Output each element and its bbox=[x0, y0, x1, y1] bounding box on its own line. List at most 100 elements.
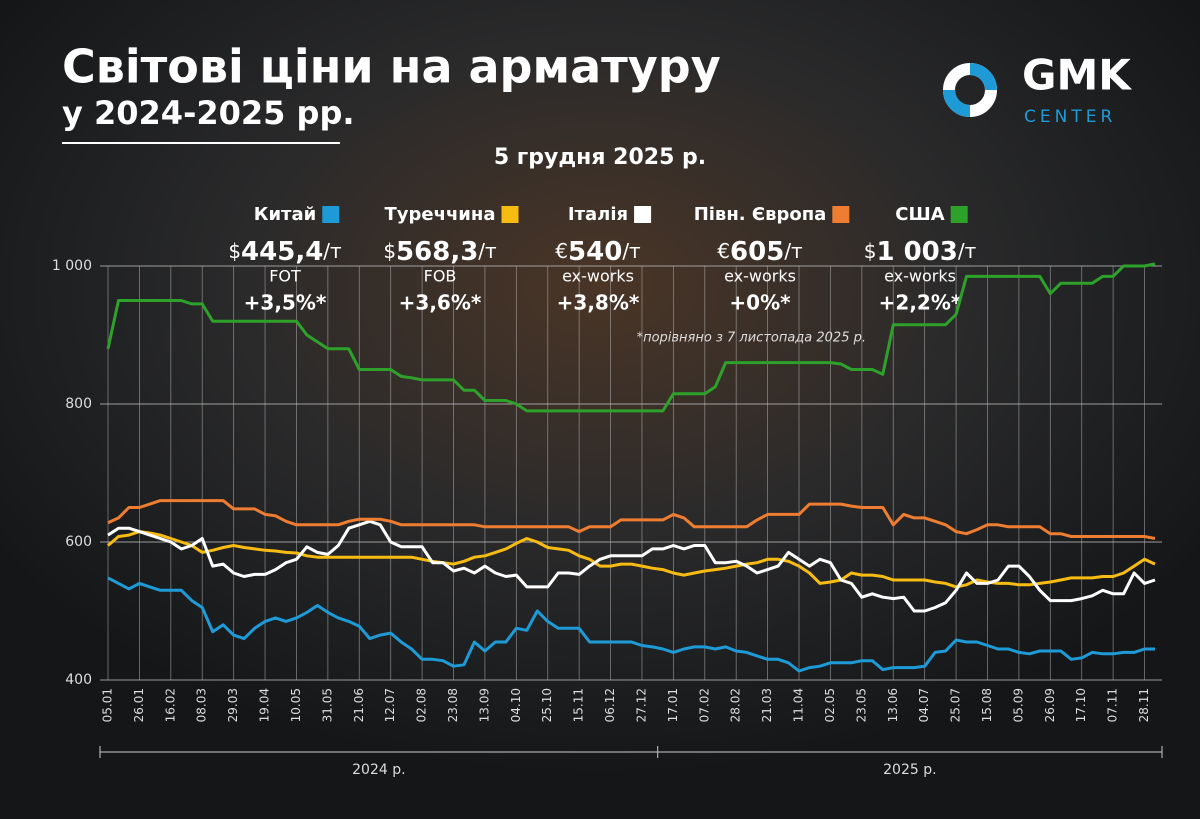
price-basis: FOT bbox=[269, 267, 301, 286]
x-tick-label: 15.08 bbox=[980, 688, 994, 722]
x-tick-label: 10.05 bbox=[289, 688, 303, 722]
price: €540/т bbox=[555, 237, 641, 267]
x-tick-label: 07.11 bbox=[1106, 688, 1120, 722]
price: €605/т bbox=[717, 237, 803, 267]
logo-arc bbox=[969, 63, 997, 91]
price-currency: € bbox=[717, 239, 730, 263]
x-tick-label: 15.11 bbox=[572, 688, 586, 722]
x-tick-label: 19.04 bbox=[258, 688, 272, 722]
price-change: +3,6%* bbox=[399, 291, 482, 315]
x-tick-label: 21.06 bbox=[352, 688, 366, 722]
legend-item: Півн. Європа€605/тex-works+0%* bbox=[694, 204, 850, 315]
price-unit: /т bbox=[622, 239, 641, 263]
footnote: *порівняно з 7 листопада 2025 р. bbox=[637, 331, 866, 346]
legend-swatch bbox=[322, 206, 340, 223]
price-currency: $ bbox=[383, 239, 396, 263]
x-tick-label: 23.08 bbox=[446, 688, 460, 722]
price-unit: /т bbox=[323, 239, 342, 263]
legend-label: Китай bbox=[254, 204, 317, 225]
price-basis: ex-works bbox=[562, 267, 634, 286]
x-tick-label: 05.01 bbox=[101, 688, 115, 722]
price-amount: 540 bbox=[568, 237, 622, 267]
price-change: +0%* bbox=[729, 291, 791, 315]
price-unit: /т bbox=[784, 239, 803, 263]
x-tick-label: 16.02 bbox=[163, 688, 177, 722]
price-unit: /т bbox=[478, 239, 497, 263]
x-tick-label: 07.02 bbox=[697, 688, 711, 722]
x-tick-label: 25.10 bbox=[540, 688, 554, 722]
price-currency: $ bbox=[228, 239, 241, 263]
legend-swatch bbox=[950, 206, 968, 223]
legend-item: Італія€540/тex-works+3,8%* bbox=[555, 204, 652, 315]
x-tick-label: 13.06 bbox=[886, 688, 900, 722]
price-currency: $ bbox=[864, 239, 877, 263]
series-line bbox=[107, 499, 1156, 540]
price: $568,3/т bbox=[383, 237, 497, 267]
x-tick-label: 29.03 bbox=[226, 688, 240, 722]
price-amount: 605 bbox=[730, 237, 784, 267]
group-label: 2024 р. bbox=[352, 762, 405, 778]
legend-label: США bbox=[895, 204, 944, 225]
y-tick-label: 400 bbox=[65, 672, 92, 688]
x-tick-label: 25.07 bbox=[949, 688, 963, 722]
series-line bbox=[107, 576, 1155, 673]
x-tick-label: 05.09 bbox=[1011, 688, 1025, 722]
price-change: +3,5%* bbox=[244, 291, 327, 315]
x-tick-label: 26.01 bbox=[132, 688, 146, 722]
price-amount: 1 003 bbox=[876, 237, 957, 267]
logo-arc bbox=[943, 89, 971, 117]
x-tick-label: 28.02 bbox=[729, 688, 743, 722]
price-basis: ex-works bbox=[724, 267, 796, 286]
x-tick-label: 17.10 bbox=[1074, 688, 1088, 722]
title: Світові ціни на арматуру bbox=[62, 40, 721, 94]
subtitle: у 2024-2025 рр. bbox=[62, 94, 355, 132]
x-tick-label: 12.07 bbox=[383, 688, 397, 722]
x-tick-label: 17.01 bbox=[666, 688, 680, 722]
x-tick-label: 28.11 bbox=[1137, 688, 1151, 722]
y-tick-label: 800 bbox=[65, 396, 92, 412]
series-line bbox=[107, 519, 1156, 613]
legend-swatch bbox=[832, 206, 850, 223]
y-tick-label: 1 000 bbox=[52, 258, 92, 274]
price-basis: ex-works bbox=[884, 267, 956, 286]
x-tick-label: 11.04 bbox=[792, 688, 806, 722]
logo-main: GMK bbox=[1022, 51, 1132, 100]
x-tick-label: 08.03 bbox=[195, 688, 209, 722]
price-basis: FOB bbox=[424, 267, 457, 286]
series-line bbox=[106, 262, 1156, 413]
price-unit: /т bbox=[958, 239, 977, 263]
series-line bbox=[107, 530, 1156, 589]
legend-label: Півн. Європа bbox=[694, 204, 827, 225]
x-tick-label: 04.10 bbox=[509, 688, 523, 722]
price: $1 003/т bbox=[864, 237, 977, 267]
x-tick-label: 06.12 bbox=[603, 688, 617, 722]
logo: GMK CENTER bbox=[943, 51, 1132, 127]
legend-label: Туреччина bbox=[384, 204, 495, 225]
price-change: +2,2%* bbox=[879, 291, 962, 315]
x-tick-label: 21.03 bbox=[760, 688, 774, 722]
x-tick-label: 04.07 bbox=[917, 688, 931, 722]
group-label: 2025 р. bbox=[883, 762, 936, 778]
x-tick-label: 23.05 bbox=[854, 688, 868, 722]
date: 5 грудня 2025 р. bbox=[494, 145, 706, 170]
x-tick-label: 02.08 bbox=[415, 688, 429, 722]
legend-swatch bbox=[634, 206, 652, 223]
legend-label: Італія bbox=[568, 204, 628, 225]
price-currency: € bbox=[555, 239, 568, 263]
legend-item: США $1 003/тex-works +2,2%* bbox=[864, 204, 977, 315]
x-tick-label: 31.05 bbox=[320, 688, 334, 722]
y-tick-label: 600 bbox=[65, 534, 92, 550]
price-amount: 445,4 bbox=[241, 237, 323, 267]
price-amount: 568,3 bbox=[396, 237, 478, 267]
x-tick-label: 13.09 bbox=[477, 688, 491, 722]
x-tick-label: 26.09 bbox=[1043, 688, 1057, 722]
logo-sub: CENTER bbox=[1024, 107, 1116, 127]
legend-swatch bbox=[501, 206, 519, 223]
price-change: +3,8%* bbox=[557, 291, 640, 315]
x-tick-label: 02.05 bbox=[823, 688, 837, 722]
price: $445,4/т bbox=[228, 237, 342, 267]
x-tick-label: 27.12 bbox=[634, 688, 648, 722]
